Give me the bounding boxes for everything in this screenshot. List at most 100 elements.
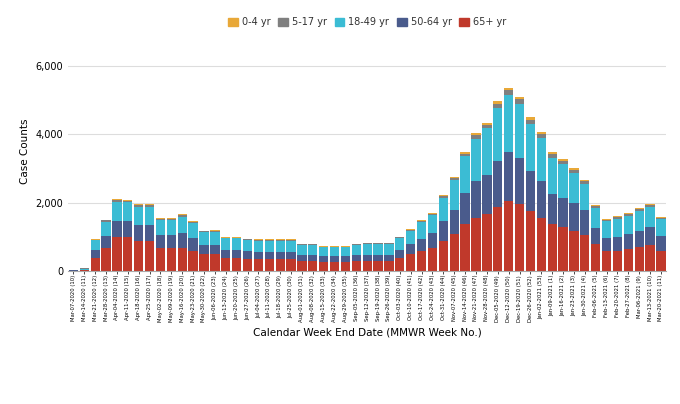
- Bar: [308, 244, 318, 245]
- Bar: [645, 246, 655, 271]
- Bar: [243, 239, 252, 240]
- Bar: [428, 233, 437, 248]
- Bar: [286, 259, 296, 271]
- Bar: [515, 158, 524, 204]
- Bar: [602, 221, 611, 238]
- Bar: [537, 218, 546, 271]
- Bar: [493, 108, 503, 161]
- Bar: [460, 193, 470, 224]
- Bar: [558, 161, 568, 164]
- Bar: [602, 220, 611, 221]
- Bar: [265, 252, 274, 259]
- Bar: [449, 234, 459, 271]
- Bar: [297, 245, 307, 255]
- Bar: [90, 239, 100, 240]
- Bar: [460, 156, 470, 193]
- Bar: [167, 218, 176, 219]
- Bar: [243, 238, 252, 239]
- Bar: [199, 255, 209, 271]
- Bar: [406, 254, 415, 271]
- Bar: [101, 220, 111, 221]
- Bar: [417, 221, 426, 222]
- Bar: [384, 244, 394, 255]
- Bar: [341, 246, 350, 247]
- Bar: [493, 161, 503, 207]
- Bar: [482, 122, 492, 124]
- Bar: [319, 247, 328, 256]
- Bar: [482, 124, 492, 128]
- Bar: [439, 221, 448, 241]
- Bar: [656, 217, 666, 218]
- Bar: [439, 241, 448, 271]
- Bar: [537, 138, 546, 181]
- Bar: [460, 152, 470, 154]
- Bar: [330, 246, 339, 247]
- Bar: [145, 241, 154, 271]
- Bar: [395, 237, 405, 238]
- Bar: [624, 234, 633, 249]
- Bar: [210, 245, 220, 255]
- Bar: [134, 241, 143, 271]
- Bar: [624, 213, 633, 214]
- Bar: [624, 216, 633, 234]
- Bar: [656, 250, 666, 271]
- Bar: [232, 258, 241, 271]
- Bar: [188, 221, 198, 222]
- Bar: [232, 250, 241, 258]
- Bar: [504, 90, 513, 95]
- Bar: [123, 237, 133, 271]
- Bar: [308, 245, 318, 255]
- Bar: [330, 262, 339, 271]
- Bar: [134, 225, 143, 241]
- Bar: [493, 101, 503, 104]
- Bar: [569, 203, 579, 231]
- Bar: [341, 262, 350, 271]
- Bar: [526, 211, 535, 271]
- Bar: [656, 219, 666, 236]
- Bar: [449, 210, 459, 234]
- Bar: [417, 251, 426, 271]
- Bar: [243, 259, 252, 271]
- Bar: [156, 219, 165, 220]
- Bar: [482, 214, 492, 271]
- Bar: [362, 255, 372, 261]
- Bar: [352, 244, 361, 245]
- Bar: [460, 224, 470, 271]
- Bar: [145, 204, 154, 205]
- Bar: [449, 180, 459, 210]
- Bar: [613, 217, 622, 219]
- Bar: [221, 237, 231, 238]
- Bar: [362, 243, 372, 244]
- Bar: [286, 240, 296, 252]
- Bar: [199, 245, 209, 255]
- Bar: [515, 104, 524, 158]
- Bar: [526, 171, 535, 211]
- Bar: [547, 194, 557, 224]
- Bar: [613, 238, 622, 250]
- Bar: [101, 248, 111, 271]
- Bar: [493, 104, 503, 108]
- Bar: [439, 198, 448, 221]
- Bar: [188, 223, 198, 238]
- Bar: [417, 239, 426, 251]
- Bar: [624, 214, 633, 216]
- Bar: [123, 221, 133, 237]
- Bar: [504, 201, 513, 271]
- Bar: [406, 230, 415, 231]
- Bar: [188, 238, 198, 251]
- Bar: [580, 183, 590, 210]
- Bar: [177, 233, 187, 248]
- Bar: [515, 99, 524, 104]
- Bar: [449, 177, 459, 178]
- Bar: [558, 159, 568, 161]
- Bar: [319, 262, 328, 271]
- Bar: [210, 232, 220, 245]
- Bar: [537, 132, 546, 134]
- Bar: [352, 261, 361, 271]
- Bar: [482, 128, 492, 175]
- Bar: [591, 244, 600, 271]
- Bar: [90, 240, 100, 250]
- Bar: [602, 251, 611, 271]
- Bar: [384, 261, 394, 271]
- Y-axis label: Case Counts: Case Counts: [20, 119, 30, 184]
